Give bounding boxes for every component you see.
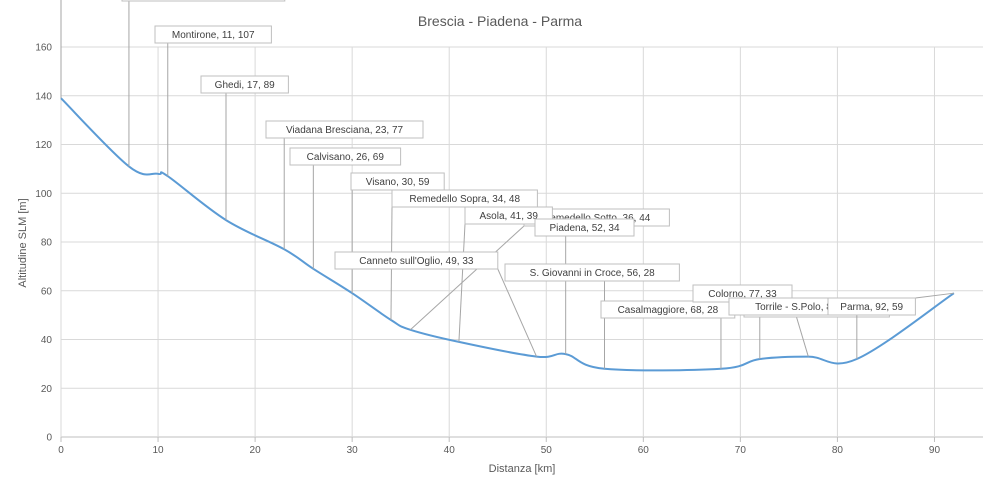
- data-labels: Brescia, 0, 139 San Zeno - Folzano, 7, 11…: [60, 0, 954, 369]
- label-text: Montirone, 11, 107: [172, 30, 255, 41]
- label-text: S. Giovanni in Croce, 56, 28: [530, 268, 656, 279]
- label-leader-line: [458, 223, 466, 342]
- label-box: [121, 0, 286, 2]
- label-leader-line: [915, 292, 954, 299]
- data-label: Parma, 92, 59: [827, 292, 954, 316]
- data-label: Asola, 41, 39: [458, 206, 553, 342]
- gridlines: [60, 46, 983, 442]
- x-axis-title: Distanza [km]: [489, 463, 556, 475]
- label-leader-line: [410, 225, 525, 331]
- label-box: [265, 120, 424, 139]
- data-label: Calvisano, 26, 69: [289, 147, 402, 269]
- label-box: [154, 25, 272, 44]
- label-text: Canneto sull'Oglio, 49, 33: [359, 256, 474, 267]
- x-tick-label: 60: [638, 445, 650, 456]
- label-text: Viadana Bresciana, 23, 77: [286, 125, 404, 136]
- y-tick-label: 40: [41, 335, 53, 346]
- label-leader-line: [497, 268, 538, 357]
- x-tick-label: 10: [152, 445, 164, 456]
- y-tick-label: 60: [41, 286, 53, 297]
- label-text: Colorno, 77, 33: [708, 289, 777, 300]
- y-tick-label: 20: [41, 384, 53, 395]
- label-text: Remedello Sopra, 34, 48: [409, 194, 520, 205]
- x-tick-label: 20: [250, 445, 262, 456]
- label-text: Piadena, 52, 34: [549, 223, 619, 234]
- x-axis-ticks: 0 10 20 30 40 50 60 70 80 90: [58, 445, 940, 456]
- data-label: S. Giovanni in Croce, 56, 28: [504, 263, 680, 369]
- label-box: [534, 218, 635, 237]
- label-box: [464, 206, 553, 225]
- x-tick-label: 40: [444, 445, 456, 456]
- x-tick-label: 50: [541, 445, 553, 456]
- label-text: Visano, 30, 59: [366, 177, 430, 188]
- y-tick-label: 100: [35, 189, 52, 200]
- data-label: Montirone, 11, 107: [154, 25, 272, 177]
- x-tick-label: 90: [929, 445, 941, 456]
- label-text: Parma, 92, 59: [840, 302, 903, 313]
- data-label: Viadana Bresciana, 23, 77: [265, 120, 424, 250]
- y-axis-title: Altitudine SLM [m]: [17, 198, 29, 287]
- x-tick-label: 0: [58, 445, 64, 456]
- label-text: Casalmaggiore, 68, 28: [618, 305, 719, 316]
- label-box: [334, 251, 499, 270]
- x-tick-label: 80: [832, 445, 844, 456]
- y-tick-label: 80: [41, 238, 53, 249]
- data-label: Visano, 30, 59: [350, 172, 445, 294]
- x-tick-label: 70: [735, 445, 747, 456]
- x-tick-label: 30: [347, 445, 359, 456]
- series-line: [60, 97, 955, 372]
- data-label: Colorno, 77, 33: [692, 284, 809, 357]
- data-label: Ghedi, 17, 89: [200, 75, 289, 221]
- label-box: [200, 75, 289, 94]
- y-tick-label: 0: [46, 433, 52, 444]
- label-text: Torrile - S.Polo, 82, 32: [755, 302, 854, 313]
- label-text: Asola, 41, 39: [480, 211, 539, 222]
- label-text: Calvisano, 26, 69: [307, 152, 385, 163]
- y-tick-label: 120: [35, 140, 52, 151]
- data-label: Casalmaggiore, 68, 28: [600, 300, 736, 369]
- y-tick-label: 160: [35, 43, 52, 54]
- chart-title: Brescia - Piadena - Parma: [418, 13, 582, 29]
- data-label: Canneto sull'Oglio, 49, 33: [334, 251, 538, 357]
- data-label: Brescia, 0, 139: [60, 0, 62, 99]
- label-box: [827, 297, 916, 316]
- data-label: San Zeno - Folzano, 7, 111: [121, 0, 286, 167]
- y-tick-label: 140: [35, 91, 52, 102]
- y-axis-ticks: 0 20 40 60 80 100 120 140 160: [35, 43, 52, 444]
- label-box: [289, 147, 402, 166]
- data-label: Piadena, 52, 34: [534, 218, 635, 355]
- label-text: Ghedi, 17, 89: [215, 80, 275, 91]
- label-box: [504, 263, 680, 282]
